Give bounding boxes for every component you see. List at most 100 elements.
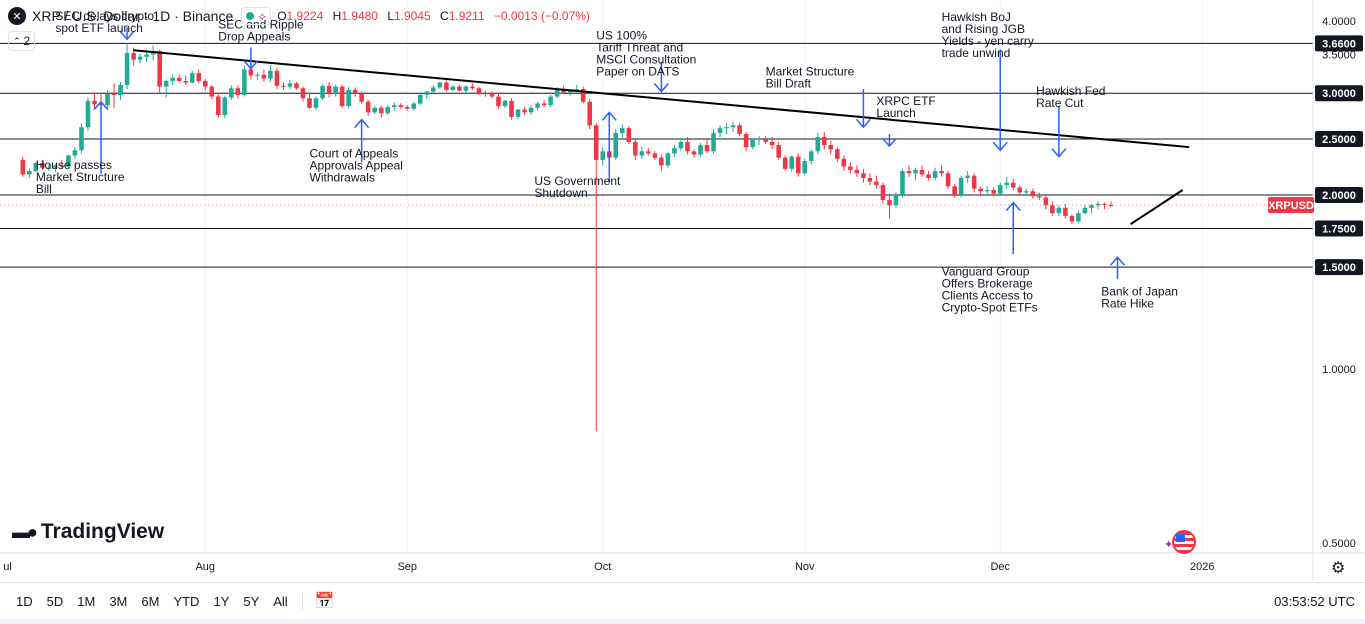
level-tag-label: 3.0000 [1322,88,1356,100]
chart-legend: ✕ XRP / U.S. Dollar · 1D · Binance ⟡ O1.… [8,6,596,26]
candle-body [841,158,847,167]
candle-body [789,156,794,169]
candle-body [567,90,573,93]
y-tick-label: 4.0000 [1322,16,1356,28]
tradingview-mark-icon: ▬● [12,521,38,542]
x-close-icon[interactable]: ✕ [8,7,26,25]
utc-clock[interactable]: 03:53:52 UTC [1274,593,1355,609]
candle-body [287,83,293,87]
timeframe-1m-button[interactable]: 1M [77,593,96,609]
timeframe-1d-button[interactable]: 1D [16,593,33,609]
candle-body [861,173,866,178]
candle-body [867,177,873,182]
annotation-line: Tariff Threat and [596,40,683,54]
annotation-line: Withdrawals [310,171,375,185]
annotation-line: Shutdown [534,186,587,200]
low-label: L [387,9,394,23]
candle-body [522,109,527,113]
candle-body [1069,215,1075,222]
candle-body [1082,207,1088,214]
candle-body [424,91,430,95]
footer-strip [0,619,1365,624]
close-value: 1.9211 [448,9,485,23]
candle-body [737,125,742,134]
collapse-indicators-button[interactable]: ⌃ 2 [8,31,36,51]
arrow-head-icon [653,83,669,93]
candle-body [958,177,964,195]
candle-body [763,138,768,142]
annotation-line: Drop Appeals [218,30,290,44]
timeframe-3m-button[interactable]: 3M [109,593,128,609]
candle-body [776,145,781,158]
level-tag-3.6600 [1315,35,1363,52]
candle-body [118,84,123,95]
timeframe-5d-button[interactable]: 5D [46,593,64,609]
candle-body [339,86,345,107]
candle-body [828,145,834,150]
close-label: C [440,9,449,23]
candle-body [1095,203,1101,206]
candles [20,43,1114,432]
timeframe-6m-button[interactable]: 6M [141,593,160,609]
candle-body [620,128,625,134]
candle-body [378,107,384,114]
candle-body [124,53,130,85]
level-tag-2.0000 [1315,186,1363,203]
candle-body [730,125,736,128]
candle-body [926,174,931,178]
price-chart[interactable]: SEC delays crypto spot ETF launch House pa… [0,0,1365,582]
arrow-head-icon [992,141,1008,152]
note-vanguard: Vanguard Group Offers Brokerage Clients Ac… [942,265,1038,315]
arrow-sec-delays [119,27,135,41]
annotation-line: Hawkish BoJ [942,10,1011,24]
candle-body [222,97,228,116]
candle-body [216,96,221,116]
level-tag-1.7500 [1315,220,1363,237]
candle-body [235,88,241,95]
candle-body [750,139,755,148]
candle-body [66,155,71,167]
candle-body [1043,197,1049,206]
candle-body [600,151,606,160]
arrow-tariff [653,61,669,93]
candle-body [33,163,39,172]
timeframe-all-button[interactable]: All [273,593,288,609]
open-label: O [277,9,287,23]
candle-body [281,85,286,87]
timeframe-1y-button[interactable]: 1Y [213,593,230,609]
candle-body [1004,182,1010,186]
candle-body [815,136,821,152]
annotation-line: Crypto-Spot ETFs [942,301,1038,315]
annotation-line: Bill Draft [766,76,812,90]
candle-body [515,109,521,117]
candle-body [176,77,182,81]
annotation-line: MSCI Consultation [596,52,696,66]
x-tick-label: ul [3,561,12,573]
candle-body [945,173,951,187]
candle-body [502,100,508,107]
candle-body [79,127,84,151]
arrow-head-icon [243,60,259,70]
candle-body [554,89,560,97]
candle-body [255,74,260,76]
indicator-count: 2 [23,34,31,48]
gear-icon[interactable]: ⚙ [1331,560,1346,577]
arrow-head-icon [119,30,135,41]
candle-body [659,157,664,166]
level-tag-2.5000 [1315,130,1363,147]
status-pill[interactable]: ⟡ [241,7,272,25]
timeframe-5y-button[interactable]: 5Y [243,593,260,609]
candle-body [887,200,892,206]
candle-body [711,133,716,152]
calendar-range-icon[interactable]: 📅 [314,593,335,610]
candle-body [483,93,488,95]
y-tick-label: 0.5000 [1322,538,1356,550]
timeframe-ytd-button[interactable]: YTD [173,593,200,609]
note-hawkish-fed: Hawkish Fed Rate Cut [1036,84,1105,110]
tradingview-logo[interactable]: ▬● TradingView [12,520,164,544]
candle-body [137,56,143,60]
note-hawkish-boj: Hawkish BoJ and Rising JGB Yields - yen ca… [942,10,1034,60]
candle-body [411,103,417,109]
us-flag-icon[interactable] [1172,530,1196,554]
candle-body [548,96,553,106]
